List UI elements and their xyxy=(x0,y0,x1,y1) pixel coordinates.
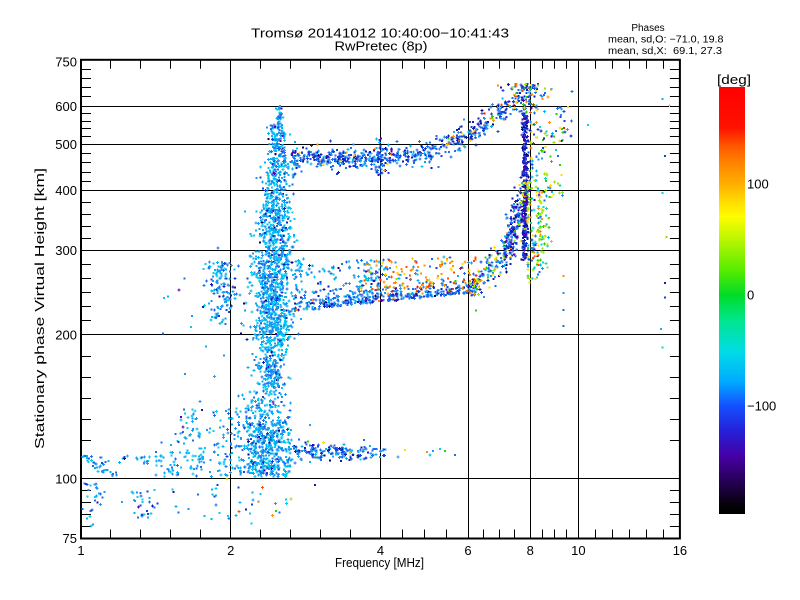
svg-text:500: 500 xyxy=(55,137,77,152)
svg-text:1: 1 xyxy=(77,543,84,558)
svg-text:Stationary phase Virtual Heigh: Stationary phase Virtual Height [km] xyxy=(32,168,47,449)
svg-text:4: 4 xyxy=(377,543,384,558)
svg-text:100: 100 xyxy=(55,472,77,487)
svg-text:600: 600 xyxy=(55,99,77,114)
svg-text:Tromsø 20141012 10:40:00−10:41: Tromsø 20141012 10:40:00−10:41:43 xyxy=(251,26,509,41)
svg-text:200: 200 xyxy=(55,327,77,342)
svg-text:mean, sd,O: −71.0, 19.8: mean, sd,O: −71.0, 19.8 xyxy=(608,35,724,46)
svg-text:2: 2 xyxy=(227,543,234,558)
svg-text:75: 75 xyxy=(63,531,77,546)
svg-text:300: 300 xyxy=(55,243,77,258)
svg-text:6: 6 xyxy=(464,543,471,558)
svg-text:−100: −100 xyxy=(747,399,776,414)
svg-text:10: 10 xyxy=(571,543,585,558)
svg-text:RwPretec (8p): RwPretec (8p) xyxy=(335,39,428,54)
svg-text:100: 100 xyxy=(747,177,769,192)
svg-text:400: 400 xyxy=(55,183,77,198)
svg-text:Frequency [MHz]: Frequency [MHz] xyxy=(335,555,424,570)
svg-text:8: 8 xyxy=(527,543,534,558)
svg-text:16: 16 xyxy=(673,543,687,558)
svg-text:mean, sd,X: 69.1, 27.3: mean, sd,X: 69.1, 27.3 xyxy=(608,46,722,57)
svg-text:[deg]: [deg] xyxy=(717,72,751,87)
svg-text:0: 0 xyxy=(747,288,754,303)
svg-text:Phases: Phases xyxy=(631,23,664,34)
svg-text:750: 750 xyxy=(55,54,77,69)
